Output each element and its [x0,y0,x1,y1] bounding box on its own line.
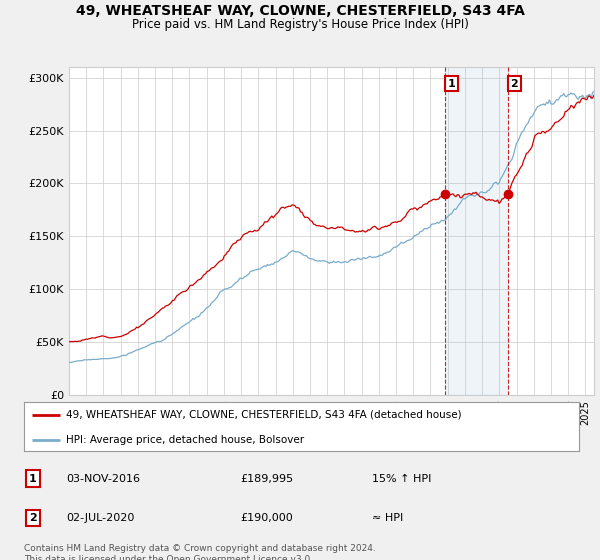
Text: £189,995: £189,995 [240,474,293,484]
Text: 1: 1 [29,474,37,484]
Text: £190,000: £190,000 [240,513,293,523]
Bar [445,67,508,395]
Text: 02-JUL-2020: 02-JUL-2020 [66,513,134,523]
Text: Contains HM Land Registry data © Crown copyright and database right 2024.
This d: Contains HM Land Registry data © Crown c… [24,544,376,560]
Text: 49, WHEATSHEAF WAY, CLOWNE, CHESTERFIELD, S43 4FA (detached house): 49, WHEATSHEAF WAY, CLOWNE, CHESTERFIELD… [65,410,461,420]
Text: HPI: Average price, detached house, Bolsover: HPI: Average price, detached house, Bols… [65,435,304,445]
Text: ≈ HPI: ≈ HPI [372,513,403,523]
Text: 03-NOV-2016: 03-NOV-2016 [66,474,140,484]
Text: Price paid vs. HM Land Registry's House Price Index (HPI): Price paid vs. HM Land Registry's House … [131,18,469,31]
Text: 49, WHEATSHEAF WAY, CLOWNE, CHESTERFIELD, S43 4FA: 49, WHEATSHEAF WAY, CLOWNE, CHESTERFIELD… [76,4,524,18]
Text: 2: 2 [29,513,37,523]
Text: 15% ↑ HPI: 15% ↑ HPI [372,474,431,484]
Text: 2: 2 [511,78,518,88]
Text: 1: 1 [448,78,455,88]
